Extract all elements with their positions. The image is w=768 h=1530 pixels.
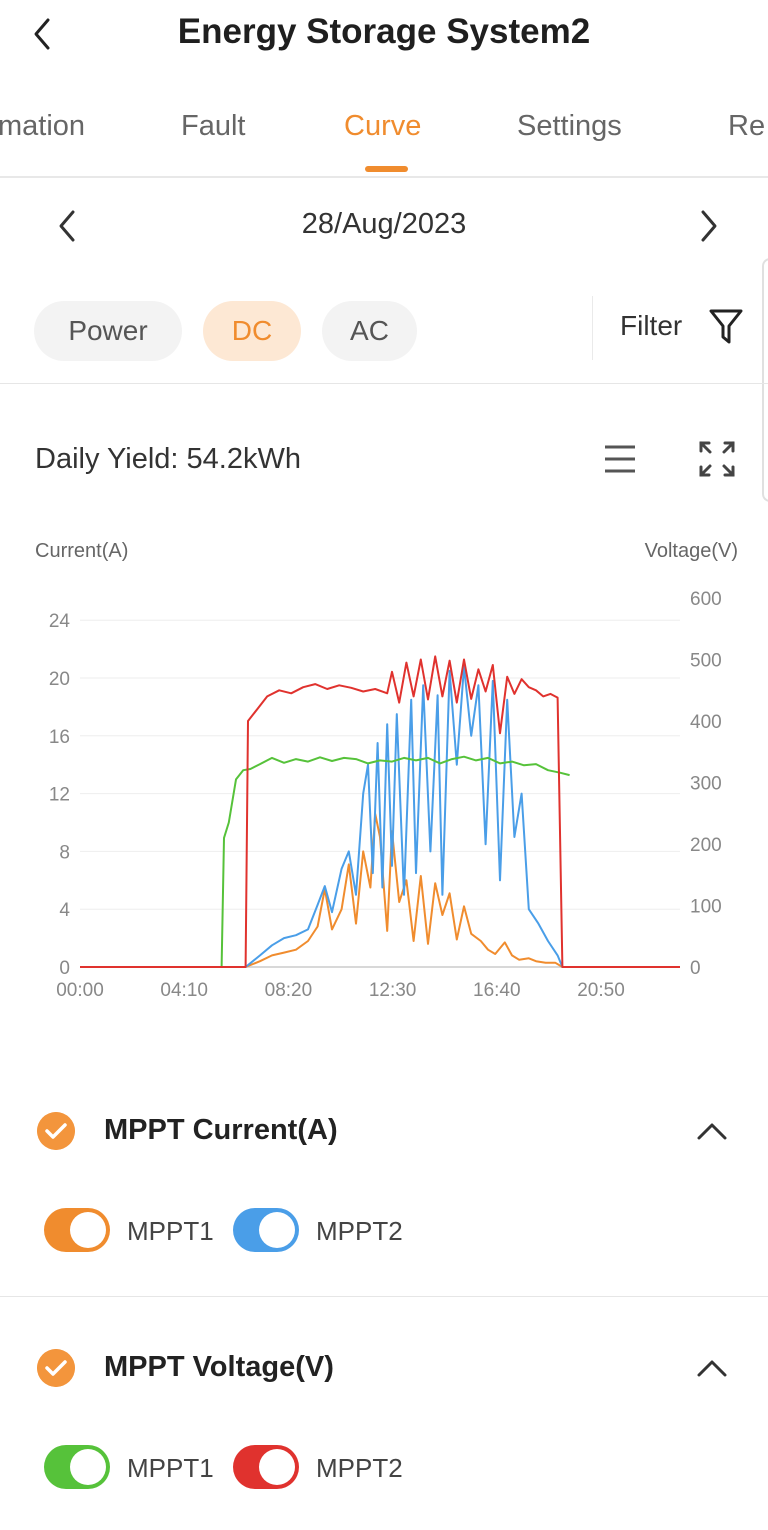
toggle-label: MPPT1: [127, 1453, 214, 1483]
x-tick-label: 12:30: [369, 980, 417, 1001]
tab-settings[interactable]: Settings: [517, 110, 622, 142]
y-left-tick-label: 12: [49, 785, 70, 806]
divider: [0, 383, 768, 384]
toggle-knob: [70, 1212, 106, 1248]
list-menu-icon[interactable]: [602, 442, 638, 476]
series-line-mppt1-current-a: [80, 812, 680, 968]
y-right-tick-label: 300: [690, 774, 722, 795]
top-bar: Energy Storage System2: [0, 0, 768, 72]
divider: [592, 296, 593, 360]
right-axis-title: Voltage(V): [644, 540, 738, 562]
y-right-tick-label: 500: [690, 651, 722, 672]
y-right-tick-label: 100: [690, 897, 722, 918]
x-tick-label: 16:40: [473, 980, 521, 1001]
tab-information[interactable]: mation: [0, 110, 86, 142]
y-left-tick-label: 24: [49, 611, 71, 632]
toggle-mppt1-voltage[interactable]: [44, 1445, 110, 1489]
y-right-tick-label: 400: [690, 712, 722, 733]
section-title: MPPT Current(A): [104, 1114, 338, 1146]
y-left-tick-label: 0: [59, 958, 70, 979]
toggle-mppt2-current[interactable]: [233, 1208, 299, 1252]
y-left-tick-label: 20: [49, 669, 70, 690]
pill-dc[interactable]: DC: [203, 301, 301, 361]
check-circle-icon[interactable]: [37, 1112, 75, 1150]
toggle-knob: [70, 1449, 106, 1485]
active-tab-indicator: [365, 166, 408, 172]
chevron-up-icon[interactable]: [694, 1120, 730, 1142]
toggle-label: MPPT2: [316, 1453, 403, 1483]
toggle-knob: [259, 1212, 295, 1248]
filter-icon[interactable]: [708, 306, 744, 346]
series-line-mppt2-voltage-v: [80, 655, 680, 968]
y-left-tick-label: 4: [59, 900, 70, 921]
toggle-label: MPPT1: [127, 1216, 214, 1246]
tab-bar: mation Fault Curve Settings Re: [0, 88, 768, 178]
tab-more[interactable]: Re: [728, 110, 766, 142]
pill-ac[interactable]: AC: [322, 301, 417, 361]
toggle-mppt2-voltage[interactable]: [233, 1445, 299, 1489]
divider: [0, 1296, 768, 1297]
x-tick-label: 04:10: [160, 980, 208, 1001]
curve-type-selector: Power DC AC: [0, 296, 768, 366]
y-right-tick-label: 600: [690, 589, 722, 610]
filter-button[interactable]: Filter: [620, 310, 683, 341]
series-line-mppt2-current-a: [80, 665, 680, 968]
y-left-tick-label: 16: [49, 727, 70, 748]
chevron-up-icon[interactable]: [694, 1357, 730, 1379]
tab-fault[interactable]: Fault: [181, 110, 246, 142]
date-selector: 28/Aug/2023: [0, 180, 768, 270]
side-handle: [762, 258, 768, 502]
dc-curve-chart[interactable]: 0 4 8 12 16 20 24 0 100 200 300 400 500 600 00:00 04:10…: [0, 580, 768, 1020]
x-tick-label: 08:20: [265, 980, 313, 1001]
section-title: MPPT Voltage(V): [104, 1351, 334, 1383]
y-right-tick-label: 0: [690, 958, 701, 979]
back-arrow-icon[interactable]: [28, 14, 58, 54]
left-axis-title: Current(A): [35, 540, 129, 562]
next-day-icon[interactable]: [696, 206, 722, 246]
tab-curve[interactable]: Curve: [344, 110, 422, 142]
x-tick-label: 00:00: [56, 980, 104, 1001]
page-title: Energy Storage System2: [177, 12, 591, 51]
pill-power[interactable]: Power: [34, 301, 182, 361]
selected-date[interactable]: 28/Aug/2023: [301, 208, 467, 240]
previous-day-icon[interactable]: [54, 206, 80, 246]
x-tick-label: 20:50: [577, 980, 625, 1001]
toggle-knob: [259, 1449, 295, 1485]
daily-yield: Daily Yield: 54.2kWh: [35, 443, 301, 475]
toggle-label: MPPT2: [316, 1216, 403, 1246]
y-left-tick-label: 8: [59, 842, 70, 863]
y-right-tick-label: 200: [690, 835, 722, 856]
check-circle-icon[interactable]: [37, 1349, 75, 1387]
fullscreen-icon[interactable]: [698, 440, 736, 478]
toggle-mppt1-current[interactable]: [44, 1208, 110, 1252]
